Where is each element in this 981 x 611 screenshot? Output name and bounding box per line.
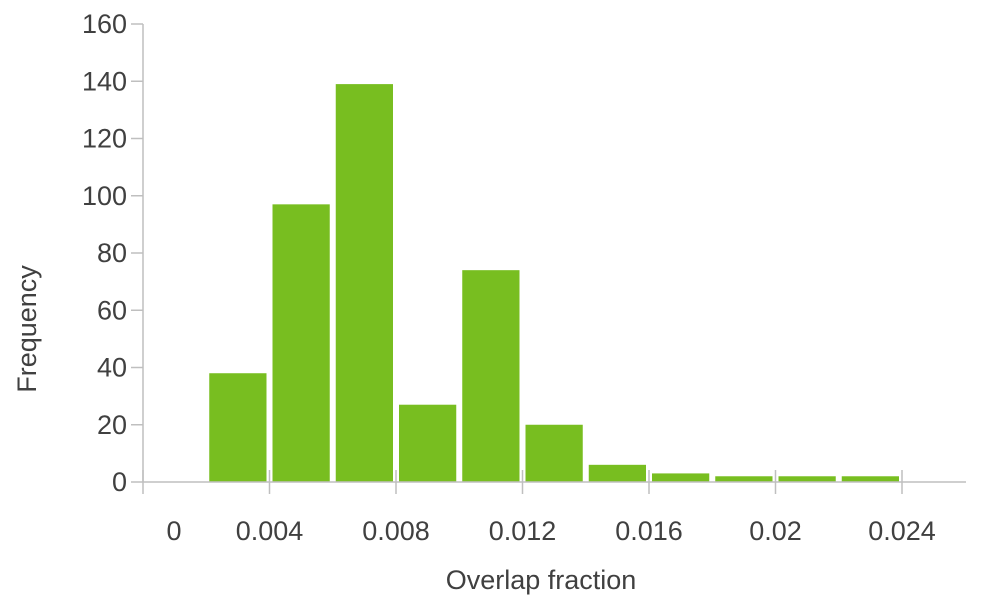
- x-ticks-group: 0 0.004 0.008 0.012 0.016 0.02 0.024: [142, 470, 936, 546]
- histogram-bar: [715, 476, 773, 482]
- x-tick-label: 0: [166, 516, 181, 546]
- histogram-bar: [778, 476, 836, 482]
- x-tick-label: 0.008: [362, 516, 430, 546]
- y-tick-label: 160: [82, 9, 127, 39]
- x-tick-label: 0.012: [489, 516, 557, 546]
- y-ticks-group: 0 20 40 60 80 100 120 140 160: [82, 9, 143, 497]
- histogram-bar: [525, 424, 583, 482]
- y-tick-label: 80: [97, 238, 127, 268]
- y-tick-label: 100: [82, 181, 127, 211]
- x-tick-label: 0.004: [236, 516, 304, 546]
- y-tick-label: 140: [82, 66, 127, 96]
- x-tick-label: 0.016: [615, 516, 683, 546]
- histogram-bar: [399, 404, 457, 482]
- y-tick-label: 0: [112, 467, 127, 497]
- y-tick-label: 120: [82, 124, 127, 154]
- histogram-bar: [841, 476, 899, 482]
- histogram-bar: [335, 84, 393, 483]
- histogram-bar: [209, 373, 267, 482]
- y-axis-title: Frequency: [12, 265, 42, 393]
- histogram-bar: [588, 464, 646, 482]
- x-tick-label: 0.02: [749, 516, 802, 546]
- x-axis-title: Overlap fraction: [446, 565, 637, 595]
- y-tick-label: 40: [97, 353, 127, 383]
- bars-group: [209, 84, 899, 483]
- histogram-bar: [652, 473, 710, 482]
- y-tick-label: 60: [97, 295, 127, 325]
- x-tick-label: 0.024: [868, 516, 936, 546]
- y-tick-label: 20: [97, 410, 127, 440]
- histogram-bar: [272, 204, 330, 482]
- histogram-bar: [462, 270, 520, 482]
